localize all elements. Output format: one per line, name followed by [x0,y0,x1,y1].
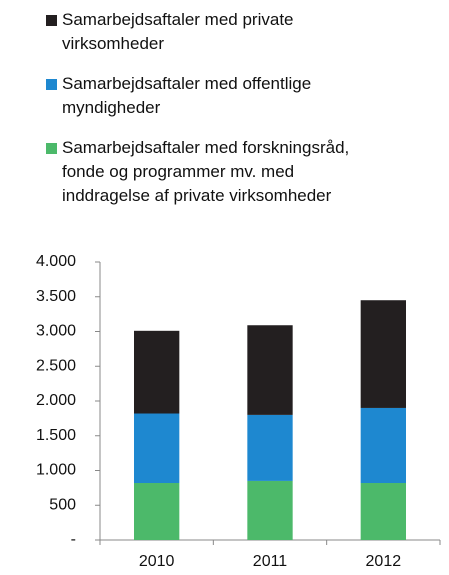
legend-swatch [46,143,57,154]
bar-segment [134,413,180,484]
y-tick-label: 2.500 [36,357,76,374]
y-tick-label: 3.500 [36,288,76,305]
legend-swatch [46,79,57,90]
x-tick-label: 2010 [139,553,175,570]
y-tick-label: 1.000 [36,462,76,479]
y-tick-label: 2.000 [36,392,76,409]
y-tick-label: 500 [49,496,76,513]
bar-segment [360,407,406,484]
bar-segment [134,330,180,414]
x-tick-label: 2011 [253,553,288,570]
bar-segment [360,483,406,540]
legend-item: Samarbejdsaftaler med offentlige myndigh… [46,72,349,120]
bar-segment [247,325,293,415]
bar-segment [247,414,293,481]
legend: Samarbejdsaftaler med private virksomhed… [46,8,349,224]
legend-item: Samarbejdsaftaler med forskningsråd, fon… [46,136,349,208]
bar-segment [247,480,293,540]
legend-swatch [46,15,57,26]
y-tick-label: 3.000 [36,323,76,340]
legend-label: Samarbejdsaftaler med forskningsråd, fon… [62,138,350,205]
y-tick-label: 4.000 [36,253,76,270]
legend-label: Samarbejdsaftaler med offentlige myndigh… [62,74,312,117]
legend-label: Samarbejdsaftaler med private virksomhed… [62,10,294,53]
bar-segment [134,483,180,540]
y-tick-label: - [71,531,76,548]
y-tick-label: 1.500 [36,427,76,444]
bar-segment [360,300,406,408]
legend-item: Samarbejdsaftaler med private virksomhed… [46,8,349,56]
x-tick-label: 2012 [366,553,402,570]
